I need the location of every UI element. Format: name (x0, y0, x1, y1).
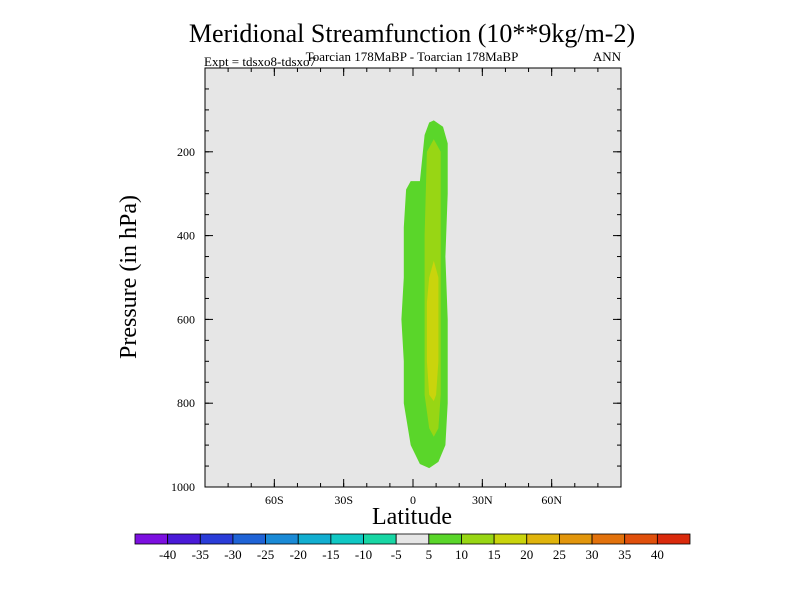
chart-subtitle: Toarcian 178MaBP - Toarcian 178MaBP (306, 49, 519, 64)
contour-fill-2 (426, 260, 439, 402)
x-tick-label: 60N (541, 493, 562, 507)
colorbar-box (461, 533, 495, 545)
colorbar-label: -5 (391, 547, 402, 562)
colorbar-box (395, 533, 430, 545)
colorbar-box (232, 533, 266, 545)
colorbar-label: 10 (455, 547, 468, 562)
colorbar-box (526, 533, 560, 545)
colorbar-label: 5 (426, 547, 433, 562)
contour-layer (401, 120, 448, 469)
colorbar-label: -20 (290, 547, 307, 562)
axis-ticks: 60S 30S 0 30N 60N 200 400 600 800 1000 (171, 68, 621, 507)
y-tick-label: 600 (177, 312, 195, 326)
x-tick-label: 60S (265, 493, 284, 507)
colorbar-label: 35 (618, 547, 631, 562)
y-axis-label: Pressure (in hPa) (116, 195, 142, 359)
y-tick-label: 200 (177, 145, 195, 159)
colorbar-label: 15 (488, 547, 501, 562)
colorbar-box (428, 533, 462, 545)
y-tick-label: 400 (177, 229, 195, 243)
colorbar-label: -30 (224, 547, 241, 562)
colorbar-box (297, 533, 332, 545)
y-tick-label: 1000 (171, 480, 195, 494)
colorbar: -40 -35 -30 -25 -20 -15 -10 -5 5 10 15 20 25 30 35 40 (134, 533, 691, 562)
colorbar-label: -10 (355, 547, 372, 562)
colorbar-box (559, 533, 593, 545)
colorbar-label: 40 (651, 547, 664, 562)
colorbar-box (656, 533, 691, 545)
colorbar-box (624, 533, 658, 545)
colorbar-box (167, 533, 201, 545)
colorbar-box (134, 533, 169, 545)
chart-title: Meridional Streamfunction (10**9kg/m-2) (189, 19, 635, 48)
season-label: ANN (593, 49, 622, 64)
x-tick-label: 30N (472, 493, 493, 507)
colorbar-label: 30 (586, 547, 599, 562)
x-tick-label: 30S (334, 493, 353, 507)
colorbar-box (265, 533, 299, 545)
x-axis-label: Latitude (372, 504, 452, 530)
colorbar-box (330, 533, 364, 545)
colorbar-label: 25 (553, 547, 566, 562)
colorbar-label: -15 (322, 547, 339, 562)
colorbar-label: -35 (192, 547, 209, 562)
colorbar-box (199, 533, 234, 545)
colorbar-box (591, 533, 626, 545)
x-tick-label: 0 (410, 493, 416, 507)
y-tick-label: 800 (177, 396, 195, 410)
colorbar-label: -25 (257, 547, 274, 562)
colorbar-label: -40 (159, 547, 176, 562)
colorbar-label: 20 (520, 547, 533, 562)
colorbar-box (493, 533, 528, 545)
expt-label: Expt = tdsxo8-tdsxo7 (204, 54, 317, 69)
colorbar-box (363, 533, 397, 545)
